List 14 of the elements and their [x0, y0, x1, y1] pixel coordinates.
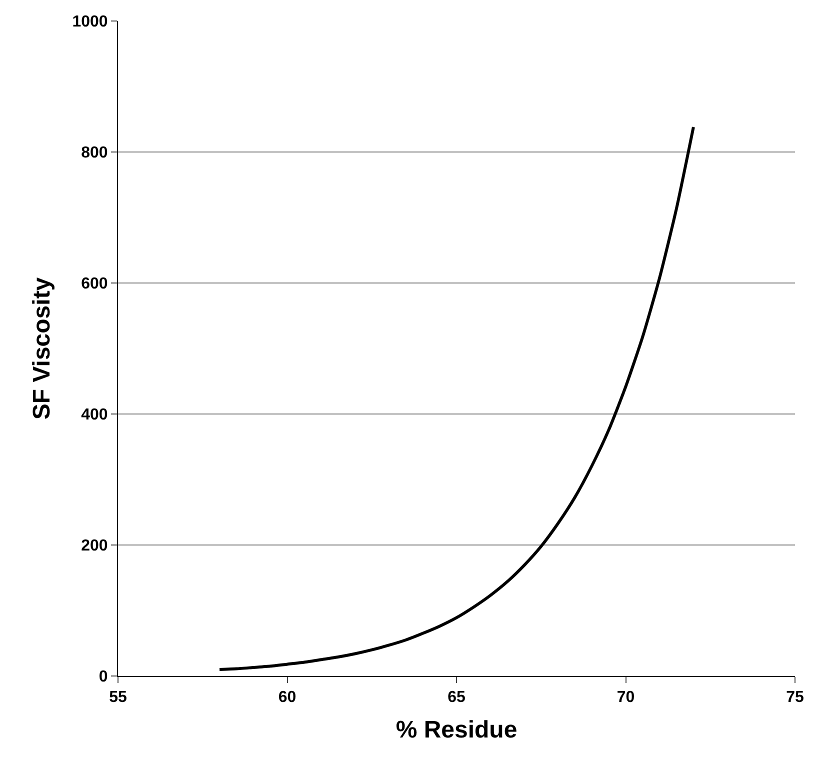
y-axis-title: SF Viscosity [28, 276, 56, 420]
line-series [218, 126, 695, 671]
x-tick-label: 70 [616, 689, 635, 706]
x-tick-label: 60 [278, 689, 296, 706]
y-tick-label: 200 [81, 538, 108, 555]
y-tick-label: 600 [81, 276, 108, 293]
x-axis-title: % Residue [396, 716, 518, 744]
y-tick-label: 400 [81, 406, 108, 424]
x-tick-label: 55 [109, 689, 127, 706]
x-tick-label: 75 [786, 689, 804, 706]
x-tick-label: 65 [448, 689, 466, 706]
y-tick-label: 1000 [72, 14, 108, 31]
y-tick-label: 800 [81, 144, 108, 162]
y-tick-label: 0 [98, 668, 108, 686]
